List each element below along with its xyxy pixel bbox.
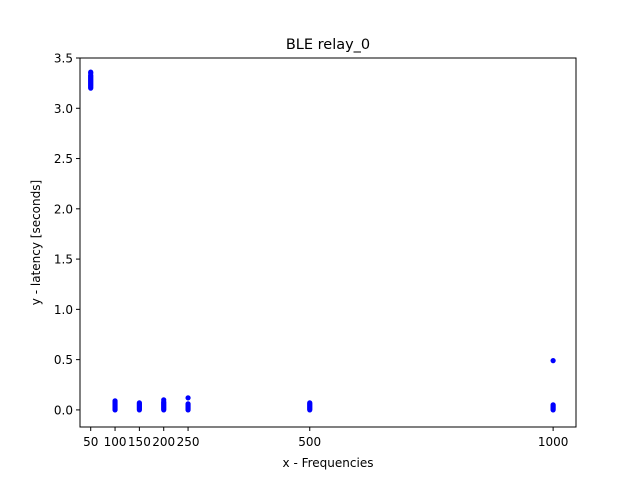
data-points xyxy=(88,69,556,413)
y-axis-ticks: 0.0 0.5 1.0 1.5 2.0 2.5 3.0 3.5 xyxy=(54,52,80,417)
x-tick-label: 250 xyxy=(177,435,200,449)
y-tick-label: 2.0 xyxy=(54,202,73,216)
y-tick-label: 2.5 xyxy=(54,152,73,166)
chart-title: BLE relay_0 xyxy=(286,37,370,53)
x-tick-label: 200 xyxy=(152,435,175,449)
data-point xyxy=(185,395,191,401)
y-axis-label: y - latency [seconds] xyxy=(29,180,43,305)
x-tick-label: 50 xyxy=(83,435,98,449)
x-axis-label: x - Frequencies xyxy=(283,456,374,470)
x-tick-label: 500 xyxy=(298,435,321,449)
x-axis-ticks: 50 100 150 200 250 500 1000 xyxy=(83,427,568,449)
y-tick-label: 0.0 xyxy=(54,403,73,417)
data-point xyxy=(88,69,94,75)
y-tick-label: 3.0 xyxy=(54,102,73,116)
data-point xyxy=(112,398,118,404)
data-point xyxy=(185,401,191,407)
y-tick-label: 1.0 xyxy=(54,303,73,317)
data-point xyxy=(550,402,556,408)
x-tick-label: 1000 xyxy=(538,435,569,449)
data-point xyxy=(550,358,556,364)
plot-frame xyxy=(79,57,577,428)
x-tick-label: 150 xyxy=(128,435,151,449)
y-tick-label: 0.5 xyxy=(54,353,73,367)
data-point xyxy=(307,400,313,406)
y-tick-label: 1.5 xyxy=(54,253,73,267)
x-tick-label: 100 xyxy=(104,435,127,449)
data-point xyxy=(161,397,167,403)
data-point xyxy=(136,400,142,406)
y-tick-label: 3.5 xyxy=(54,52,73,66)
